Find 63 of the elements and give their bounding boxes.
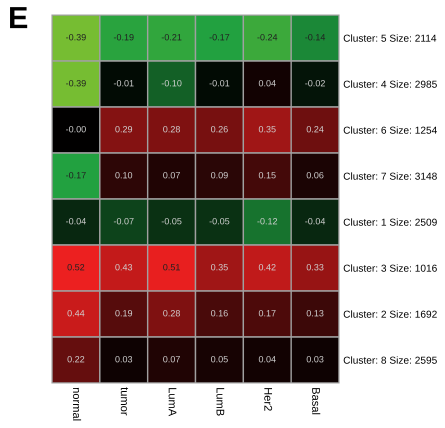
data-label: 0.07 bbox=[163, 172, 180, 178]
data-label: 0.04 bbox=[258, 356, 276, 362]
chart-title: E bbox=[10, 7, 28, 28]
y-tick-label: Cluster: 2 Size: 1692 bbox=[344, 310, 437, 318]
data-label: 0.09 bbox=[210, 172, 228, 178]
data-label: 0.33 bbox=[306, 264, 324, 270]
data-label: 0.10 bbox=[115, 172, 132, 178]
data-label: -0.00 bbox=[66, 126, 86, 132]
data-label: 0.07 bbox=[163, 356, 180, 362]
y-tick-label: Cluster: 8 Size: 2595 bbox=[344, 356, 437, 364]
data-label: 0.16 bbox=[210, 310, 228, 316]
data-label: 0.24 bbox=[306, 126, 324, 132]
data-label: 0.15 bbox=[258, 172, 276, 178]
data-label: 0.44 bbox=[67, 310, 84, 316]
data-label: 0.13 bbox=[306, 310, 324, 316]
data-label: -0.24 bbox=[257, 34, 278, 40]
data-label: -0.19 bbox=[114, 34, 134, 40]
x-tick-label: LumA bbox=[168, 388, 176, 416]
data-label: -0.39 bbox=[66, 80, 86, 86]
data-label: 0.28 bbox=[163, 310, 180, 316]
data-label: -0.17 bbox=[66, 172, 86, 178]
data-label: -0.04 bbox=[66, 218, 86, 224]
y-tick-label: Cluster: 3 Size: 1016 bbox=[344, 264, 437, 272]
y-tick-label: Cluster: 7 Size: 3148 bbox=[344, 172, 437, 180]
data-label: 0.35 bbox=[258, 126, 276, 132]
y-tick-label: Cluster: 6 Size: 1254 bbox=[344, 126, 437, 134]
data-label: 0.06 bbox=[306, 172, 324, 178]
data-label: 0.52 bbox=[67, 264, 84, 270]
data-label: -0.05 bbox=[162, 218, 182, 224]
data-label: -0.12 bbox=[257, 218, 278, 224]
data-label: -0.39 bbox=[66, 34, 86, 40]
data-label: 0.28 bbox=[163, 126, 180, 132]
data-label: 0.03 bbox=[306, 356, 324, 362]
data-label: 0.43 bbox=[115, 264, 132, 270]
data-label: -0.21 bbox=[162, 34, 182, 40]
data-label: 0.03 bbox=[115, 356, 132, 362]
data-label: -0.14 bbox=[305, 34, 326, 40]
data-label: -0.05 bbox=[210, 218, 230, 224]
y-tick-label: Cluster: 4 Size: 2985 bbox=[344, 80, 437, 88]
x-tick-label: tumor bbox=[120, 387, 128, 416]
data-label: 0.51 bbox=[163, 264, 180, 270]
data-label: -0.04 bbox=[305, 218, 326, 224]
y-tick-label: Cluster: 5 Size: 2114 bbox=[344, 34, 436, 42]
data-label: 0.35 bbox=[210, 264, 228, 270]
data-label: 0.42 bbox=[258, 264, 276, 270]
data-label: -0.02 bbox=[305, 80, 325, 86]
x-tick-label: Basal bbox=[312, 388, 320, 414]
data-label: -0.10 bbox=[162, 80, 182, 86]
data-label: 0.29 bbox=[115, 126, 132, 132]
y-tick-label: Cluster: 1 Size: 2509 bbox=[344, 218, 437, 226]
x-tick-label: Her2 bbox=[264, 388, 272, 411]
x-tick-label: LumB bbox=[216, 388, 224, 416]
data-label: 0.19 bbox=[115, 310, 132, 316]
x-tick-label: normal bbox=[72, 388, 82, 420]
data-label: -0.07 bbox=[114, 218, 134, 224]
data-label: 0.22 bbox=[67, 356, 84, 362]
data-label: 0.26 bbox=[210, 126, 228, 132]
data-label: 0.17 bbox=[258, 310, 276, 316]
data-label: -0.17 bbox=[210, 34, 230, 40]
data-label: -0.01 bbox=[114, 80, 134, 86]
data-label: 0.05 bbox=[210, 356, 228, 362]
data-label: -0.01 bbox=[210, 80, 230, 86]
data-label: 0.04 bbox=[258, 80, 276, 86]
